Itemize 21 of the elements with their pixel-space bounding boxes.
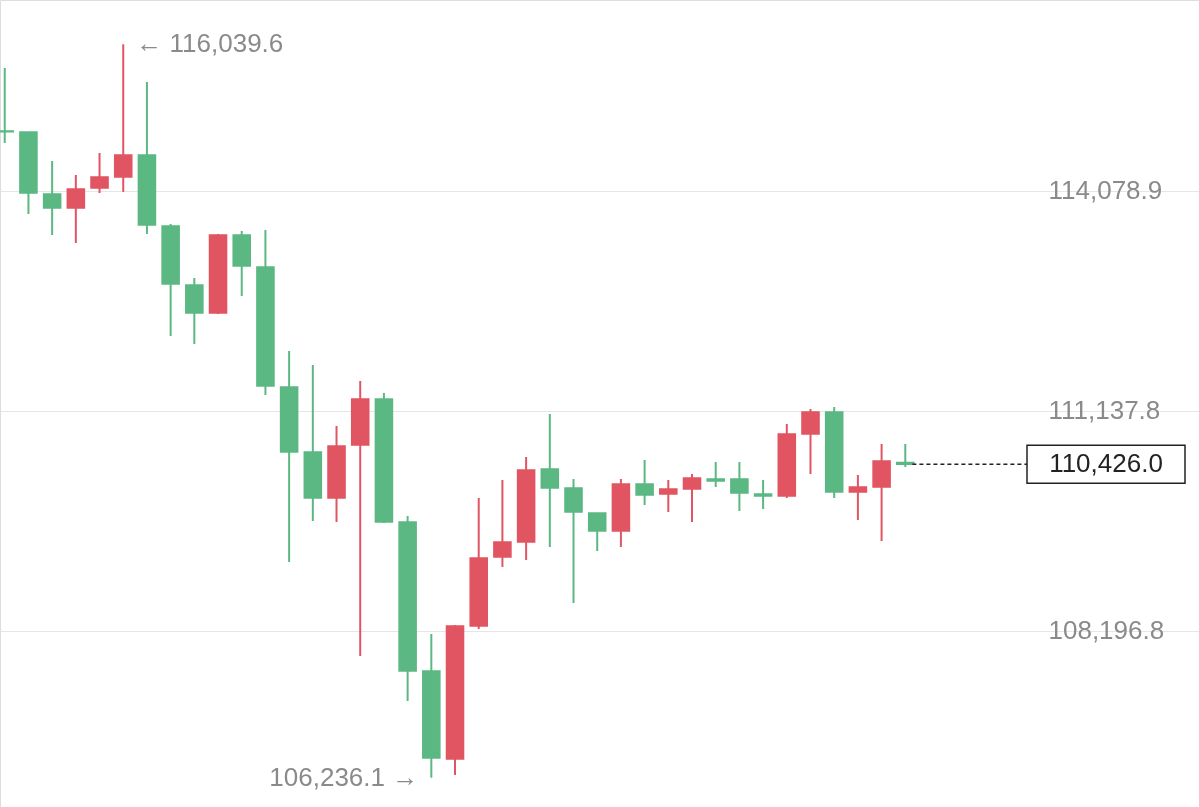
- annotation: 106,236.1 →: [269, 761, 419, 792]
- candlestick: [659, 478, 678, 513]
- candlestick: [90, 151, 109, 194]
- candlestick: [587, 512, 607, 553]
- candlestick: [753, 478, 773, 510]
- candlestick: [42, 159, 62, 236]
- y-tick-label: 111,137.8: [1048, 395, 1161, 426]
- candlestick: [635, 458, 654, 507]
- annotation: ← 116,039.6: [136, 28, 284, 59]
- ref-line-label: 110,426.0: [1049, 448, 1163, 479]
- y-tick-label: 108,196.8: [1048, 615, 1165, 646]
- candlestick: [493, 478, 512, 568]
- candlestick: [801, 407, 820, 475]
- y-tick-label: 114,078.9: [1048, 175, 1163, 206]
- candlestick: [682, 472, 702, 523]
- candlestick: [730, 461, 749, 512]
- candlestick: [540, 412, 560, 548]
- candlestick: [706, 461, 725, 488]
- candlestick: [113, 43, 133, 193]
- candlestick: [66, 173, 86, 244]
- candlestick: [848, 474, 868, 521]
